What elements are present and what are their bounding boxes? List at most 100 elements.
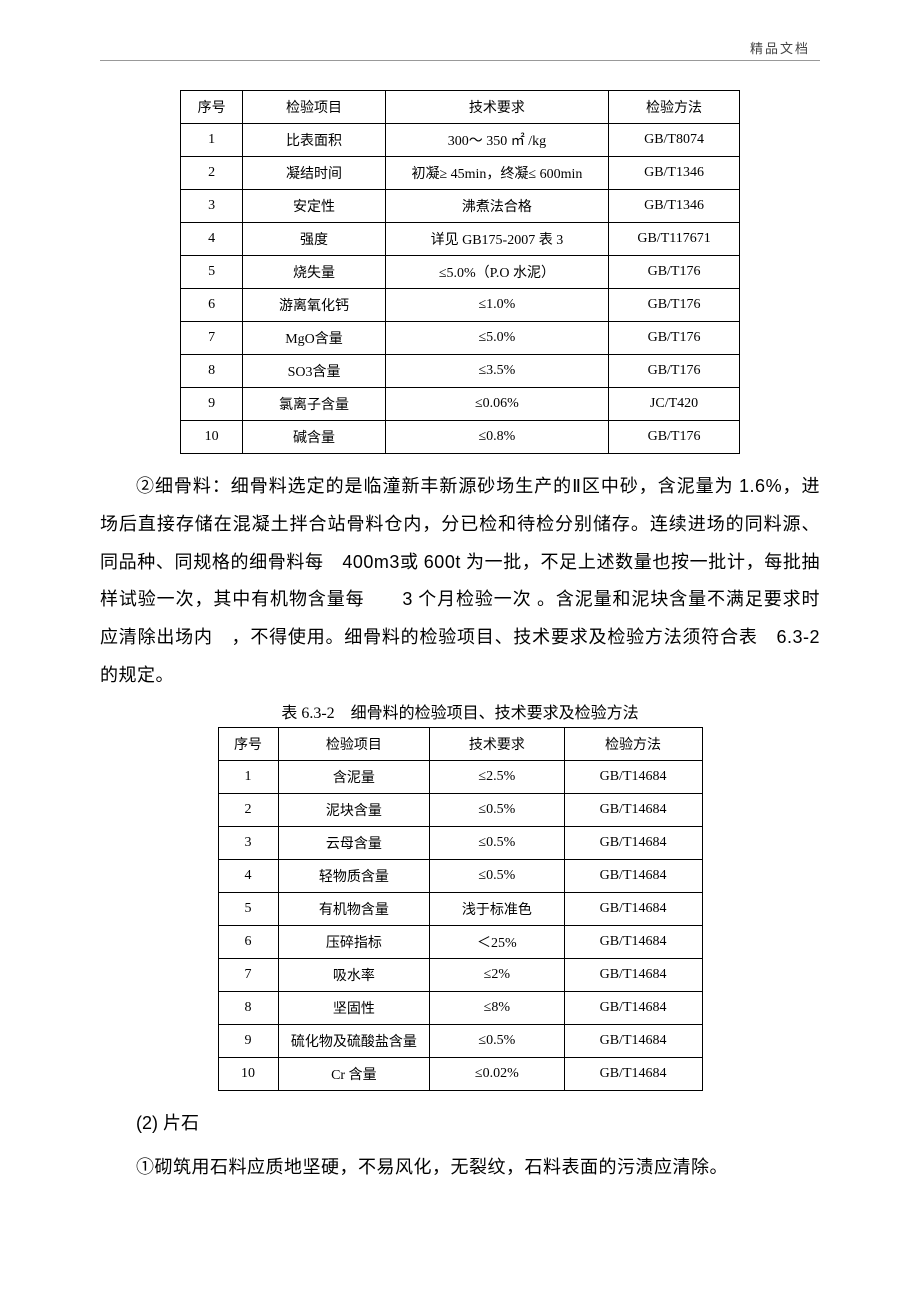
cell: GB/T14684	[564, 925, 702, 958]
table-row: 3云母含量≤0.5%GB/T14684	[218, 826, 702, 859]
cell: GB/T1346	[609, 157, 740, 190]
table-row: 7吸水率≤2%GB/T14684	[218, 958, 702, 991]
table-row: 1比表面积300～ 350 ㎡ /kgGB/T8074	[181, 124, 740, 157]
cell: 4	[181, 223, 243, 256]
cell: 烧失量	[243, 256, 386, 289]
cell: ≤0.5%	[430, 859, 565, 892]
cell: 坚固性	[278, 991, 430, 1024]
cell: 硫化物及硫酸盐含量	[278, 1024, 430, 1057]
cell: GB/T117671	[609, 223, 740, 256]
cell: 8	[218, 991, 278, 1024]
table-body: 1比表面积300～ 350 ㎡ /kgGB/T8074 2凝结时间初凝≥ 45m…	[181, 124, 740, 454]
cell: ≤3.5%	[385, 355, 608, 388]
cell: 3	[218, 826, 278, 859]
cell: 6	[181, 289, 243, 322]
cell: ≤5.0%	[385, 322, 608, 355]
section-heading-stone: (2) 片石	[100, 1105, 820, 1143]
cell: ≤0.5%	[430, 1024, 565, 1057]
cell: 2	[218, 793, 278, 826]
table-row: 6游离氧化钙≤1.0%GB/T176	[181, 289, 740, 322]
table-row: 8坚固性≤8%GB/T14684	[218, 991, 702, 1024]
cell: 7	[218, 958, 278, 991]
cell: 云母含量	[278, 826, 430, 859]
table-cement-inspection: 序号 检验项目 技术要求 检验方法 1比表面积300～ 350 ㎡ /kgGB/…	[180, 90, 740, 454]
cell: 9	[181, 388, 243, 421]
cell: ≤2.5%	[430, 760, 565, 793]
table-row: 5烧失量≤5.0%（P.O 水泥）GB/T176	[181, 256, 740, 289]
table-fine-aggregate-inspection: 序号 检验项目 技术要求 检验方法 1含泥量≤2.5%GB/T14684 2泥块…	[218, 727, 703, 1091]
cell: ≤0.06%	[385, 388, 608, 421]
cell: GB/T1346	[609, 190, 740, 223]
cell: GB/T176	[609, 421, 740, 454]
cell: GB/T14684	[564, 826, 702, 859]
table-header-row: 序号 检验项目 技术要求 检验方法	[218, 727, 702, 760]
cell: 浅于标准色	[430, 892, 565, 925]
table-row: 7MgO含量≤5.0%GB/T176	[181, 322, 740, 355]
cell: 5	[181, 256, 243, 289]
cell: MgO含量	[243, 322, 386, 355]
table-row: 6压碎指标＜25%GB/T14684	[218, 925, 702, 958]
cell: JC/T420	[609, 388, 740, 421]
cell: 吸水率	[278, 958, 430, 991]
table-row: 4强度详见 GB175-2007 表 3GB/T117671	[181, 223, 740, 256]
cell: GB/T8074	[609, 124, 740, 157]
cell: GB/T14684	[564, 958, 702, 991]
value: 6.3-2	[776, 627, 820, 647]
table-row: 10Cr 含量≤0.02%GB/T14684	[218, 1057, 702, 1090]
cell: 7	[181, 322, 243, 355]
table-caption-6-3-2: 表 6.3-2 细骨料的检验项目、技术要求及检验方法	[100, 699, 820, 723]
cell: ≤2%	[430, 958, 565, 991]
table-row: 2泥块含量≤0.5%GB/T14684	[218, 793, 702, 826]
value: 3	[402, 589, 413, 609]
table-row: 5有机物含量浅于标准色GB/T14684	[218, 892, 702, 925]
cell: 3	[181, 190, 243, 223]
cell: GB/T14684	[564, 859, 702, 892]
cell: ≤8%	[430, 991, 565, 1024]
page-container: 精品文档 序号 检验项目 技术要求 检验方法 1比表面积300～ 350 ㎡ /…	[0, 0, 920, 1250]
table-row: 9氯离子含量≤0.06%JC/T420	[181, 388, 740, 421]
header-rule	[100, 60, 820, 61]
table-row: 9硫化物及硫酸盐含量≤0.5%GB/T14684	[218, 1024, 702, 1057]
cell: 详见 GB175-2007 表 3	[385, 223, 608, 256]
cell: ≤0.02%	[430, 1057, 565, 1090]
cell: ≤0.8%	[385, 421, 608, 454]
value: 600t	[424, 552, 461, 572]
cell: GB/T176	[609, 355, 740, 388]
cell: 凝结时间	[243, 157, 386, 190]
cell: GB/T14684	[564, 1057, 702, 1090]
cell: GB/T176	[609, 256, 740, 289]
text: 或	[400, 552, 424, 572]
table-body: 1含泥量≤2.5%GB/T14684 2泥块含量≤0.5%GB/T14684 3…	[218, 760, 702, 1090]
cell: 强度	[243, 223, 386, 256]
cell: 轻物质含量	[278, 859, 430, 892]
table-row: 3安定性沸煮法合格GB/T1346	[181, 190, 740, 223]
cell: 压碎指标	[278, 925, 430, 958]
cell: GB/T14684	[564, 892, 702, 925]
cell: 比表面积	[243, 124, 386, 157]
cell: GB/T14684	[564, 760, 702, 793]
value: 1.6%	[739, 476, 782, 496]
cell: 10	[181, 421, 243, 454]
cell: ≤5.0%（P.O 水泥）	[385, 256, 608, 289]
value: 400m3	[342, 552, 400, 572]
cell: 1	[181, 124, 243, 157]
col-method: 检验方法	[564, 727, 702, 760]
cell: GB/T176	[609, 289, 740, 322]
cell: Cr 含量	[278, 1057, 430, 1090]
cell: 含泥量	[278, 760, 430, 793]
cell: 安定性	[243, 190, 386, 223]
cell: 沸煮法合格	[385, 190, 608, 223]
paragraph-stone-material: ①砌筑用石料应质地坚硬，不易风化，无裂纹，石料表面的污渍应清除。	[100, 1149, 820, 1187]
cell: ＜25%	[430, 925, 565, 958]
table-row: 10碱含量≤0.8%GB/T176	[181, 421, 740, 454]
col-index: 序号	[218, 727, 278, 760]
col-item: 检验项目	[243, 91, 386, 124]
cell: 氯离子含量	[243, 388, 386, 421]
cell: 10	[218, 1057, 278, 1090]
table-row: 8SO3含量≤3.5%GB/T176	[181, 355, 740, 388]
cell: 游离氧化钙	[243, 289, 386, 322]
cell: 1	[218, 760, 278, 793]
col-requirement: 技术要求	[385, 91, 608, 124]
table-header-row: 序号 检验项目 技术要求 检验方法	[181, 91, 740, 124]
table-row: 2凝结时间初凝≥ 45min，终凝≤ 600minGB/T1346	[181, 157, 740, 190]
